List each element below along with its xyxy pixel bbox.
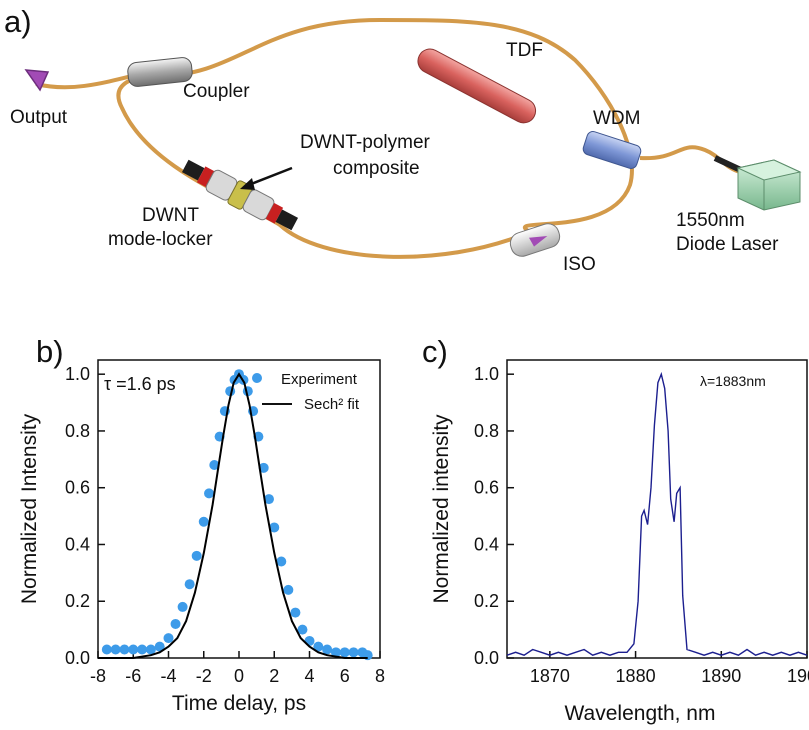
label-wdm: WDM — [593, 108, 640, 129]
label-iso: ISO — [563, 254, 596, 275]
experiment-point — [330, 647, 341, 658]
legend-experiment-label: Experiment — [281, 371, 358, 388]
chart-b-ytick-label: 0.2 — [65, 591, 90, 611]
panel-c-ylabel: Normalized intensity — [430, 414, 453, 604]
experiment-point — [154, 641, 165, 652]
chart-c-xtick-label: 1880 — [616, 666, 656, 686]
experiment-point — [137, 644, 148, 655]
experiment-point — [348, 647, 359, 658]
output-arrow-icon — [24, 69, 50, 92]
fiber-loop — [116, 17, 634, 259]
experiment-point — [204, 488, 215, 499]
composite-pointer-arrow — [245, 166, 293, 188]
chart-b-xtick-label: 8 — [375, 666, 385, 686]
panel-a-schematic: a) — [4, 4, 802, 275]
laser-component — [736, 159, 802, 211]
experiment-point — [339, 647, 350, 658]
chart-b-ytick-label: 0.6 — [65, 478, 90, 498]
coupler-component — [127, 57, 193, 87]
experiment-point — [209, 460, 220, 471]
chart-c-ytick-label: 0.4 — [474, 534, 499, 554]
experiment-point — [163, 633, 174, 644]
experiment-point — [177, 601, 188, 612]
label-tdf: TDF — [506, 40, 543, 61]
label-coupler: Coupler — [183, 81, 250, 102]
panel-b-ylabel: Normalized Intensity — [18, 413, 41, 604]
chart-b-ytick-label: 0.8 — [65, 421, 90, 441]
output-fiber — [35, 72, 141, 90]
experiment-point — [269, 522, 280, 533]
chart-c-ytick-label: 0.8 — [474, 421, 499, 441]
panel-a-letter: a) — [4, 4, 32, 39]
label-laser-2: Diode Laser — [676, 234, 779, 255]
label-locker-1: DWNT — [142, 205, 199, 226]
label-laser-1: 1550nm — [676, 210, 745, 231]
chart-b-xtick-label: -4 — [160, 666, 176, 686]
panel-c-xlabel: Wavelength, nm — [565, 702, 716, 725]
chart-c-xtick-label: 1900 — [787, 666, 809, 686]
chart-b-xtick-label: 6 — [340, 666, 350, 686]
experiment-point — [313, 641, 324, 652]
experiment-point — [290, 607, 301, 618]
label-composite-2: composite — [333, 158, 420, 179]
chart-b-xtick-label: -6 — [125, 666, 141, 686]
panel-c-letter: c) — [422, 334, 448, 369]
tdf-component — [417, 48, 537, 124]
wdm-component — [582, 130, 642, 170]
panel-c-chart: c) 0.0 0.2 0.4 0.6 0.8 1.0 1870 1880 1890 1900 λ… — [422, 334, 809, 725]
experiment-point — [276, 556, 287, 567]
chart-c-ytick-label: 0.6 — [474, 478, 499, 498]
panel-b-xlabel: Time delay, ps — [172, 692, 306, 715]
experiment-point — [263, 494, 274, 505]
chart-b-xtick-label: 2 — [269, 666, 279, 686]
chart-b-ytick-label: 1.0 — [65, 364, 90, 384]
legend-fit-label: Sech² fit — [304, 396, 360, 413]
composite-pointer-arrowhead — [240, 178, 255, 190]
experiment-point — [170, 618, 181, 629]
label-composite-1: DWNT-polymer — [300, 132, 431, 153]
chart-c-ytick-label: 0.0 — [474, 648, 499, 668]
experiment-point — [128, 644, 139, 655]
label-locker-2: mode-locker — [108, 229, 213, 250]
chart-b-xtick-label: 0 — [234, 666, 244, 686]
panel-c-plot-frame — [506, 359, 808, 659]
spectrum-line — [506, 371, 808, 656]
experiment-point — [184, 579, 195, 590]
experiment-point — [145, 644, 156, 655]
chart-c-xtick-label: 1870 — [530, 666, 570, 686]
chart-b-xtick-label: -2 — [196, 666, 212, 686]
sech2-fit-line — [98, 372, 368, 659]
experiment-point — [191, 550, 202, 561]
iso-component — [509, 223, 561, 257]
experiment-point — [283, 584, 294, 595]
chart-b-xtick-label: -8 — [90, 666, 106, 686]
experiment-point — [198, 516, 209, 527]
experiment-point — [101, 644, 112, 655]
experiment-point — [119, 644, 130, 655]
chart-c-xtick-label: 1890 — [701, 666, 741, 686]
panel-c-annotation: λ=1883nm — [700, 373, 766, 389]
panel-b-chart: b) 0.0 0.2 0.4 0.6 0.8 1.0 -8 -6 -4 -2 0 2 4 6 8 τ =1… — [18, 334, 385, 715]
label-output: Output — [10, 107, 68, 128]
experiment-point — [110, 644, 121, 655]
mode-locker-component — [181, 159, 299, 231]
chart-c-ytick-label: 1.0 — [474, 364, 499, 384]
experiment-point — [297, 624, 308, 635]
chart-c-ytick-label: 0.2 — [474, 591, 499, 611]
panel-b-letter: b) — [36, 334, 64, 369]
chart-b-ytick-label: 0.4 — [65, 534, 90, 554]
experiment-point — [322, 644, 333, 655]
panel-b-annotation: τ =1.6 ps — [104, 374, 176, 394]
chart-b-ytick-label: 0.0 — [65, 648, 90, 668]
experiment-point — [258, 462, 269, 473]
legend-experiment-marker — [252, 373, 262, 383]
chart-b-xtick-label: 4 — [304, 666, 314, 686]
